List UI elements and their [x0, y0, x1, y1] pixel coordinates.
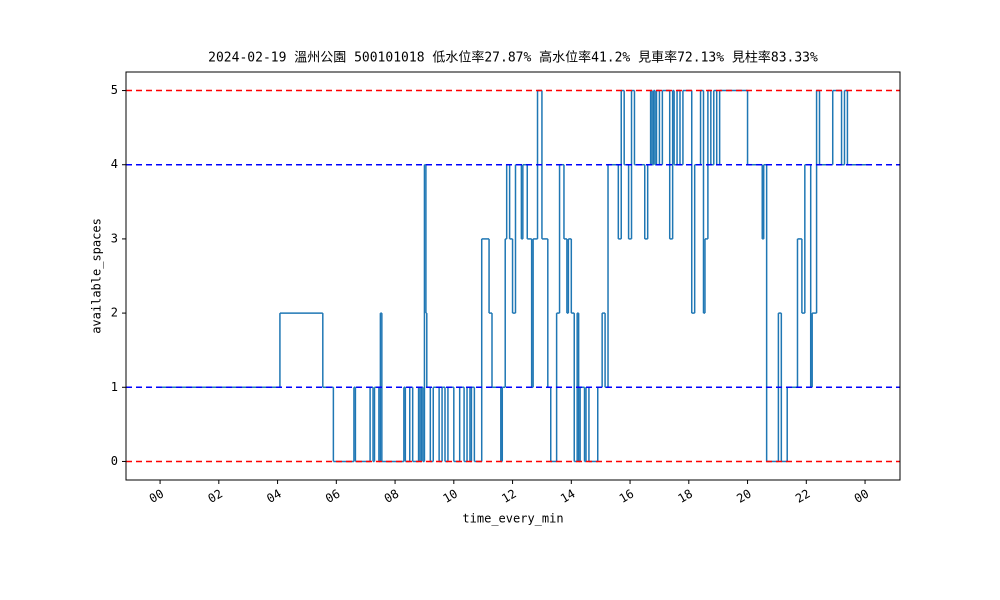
- y-tick-label: 1: [111, 380, 118, 394]
- x-tick-label: 10: [441, 487, 461, 506]
- x-tick-label: 00: [147, 487, 167, 506]
- chart-title: 2024-02-19 溫州公園 500101018 低水位率27.87% 高水位…: [208, 50, 818, 66]
- y-axis-label: available_spaces: [90, 218, 104, 334]
- x-tick-label: 20: [734, 487, 754, 506]
- x-tick-label: 00: [852, 487, 872, 506]
- x-tick-label: 16: [617, 487, 637, 506]
- x-tick-label: 14: [558, 487, 578, 506]
- y-tick-label: 3: [111, 231, 118, 245]
- x-tick-label: 06: [323, 487, 343, 506]
- x-axis-label: time_every_min: [462, 512, 563, 526]
- x-tick-label: 18: [676, 487, 696, 506]
- y-tick-label: 2: [111, 306, 118, 320]
- x-tick-label: 02: [206, 487, 226, 506]
- x-tick-label: 12: [499, 487, 519, 506]
- y-tick-label: 5: [111, 83, 118, 97]
- y-tick-label: 0: [111, 454, 118, 468]
- x-tick-label: 04: [264, 487, 284, 506]
- plot-frame: [125, 71, 901, 481]
- x-tick-label: 22: [793, 487, 813, 506]
- y-tick-label: 4: [111, 157, 118, 171]
- x-tick-label: 08: [382, 487, 402, 506]
